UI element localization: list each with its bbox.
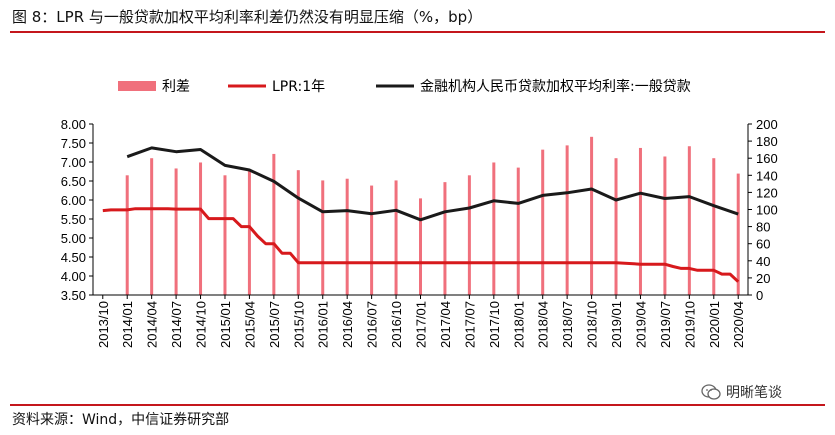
spread-bar [419,198,422,295]
x-tick-label: 2020/04 [731,301,746,348]
spread-bar [541,149,545,295]
legend-loan-rate-label: 金融机构人民币贷款加权平均利率:一般贷款 [420,78,691,95]
spread-bar [565,145,569,295]
x-tick-label: 2019/04 [633,301,648,348]
spread-bar [247,171,251,295]
spread-bar [223,175,227,295]
x-tick-label: 2015/04 [242,301,257,348]
source-rule [10,404,825,406]
right-tick-label: 20 [756,271,770,286]
x-tick-label: 2018/10 [585,301,600,348]
x-tick-label: 2013/10 [96,301,111,348]
spread-bar [638,147,642,295]
x-tick-label: 2017/07 [462,301,477,348]
lpr-spread-chart: 利差 LPR:1年 金融机构人民币贷款加权平均利率:一般贷款 3.50 4.00 4.5… [61,78,778,348]
x-tick-label: 2017/01 [414,301,429,348]
right-tick-label: 140 [756,168,778,183]
left-tick-label: 7.50 [61,136,86,151]
spread-bar [712,158,716,295]
x-tick-label: 2016/07 [365,301,380,348]
watermark-text: 明晰笔谈 [726,385,782,401]
x-tick-label: 2019/01 [609,301,624,348]
spread-bar [296,170,300,295]
lpr-1y-line [102,207,740,283]
right-tick-label: 0 [756,288,763,303]
spread-bar [736,173,740,295]
right-tick-label: 120 [756,185,778,200]
spread-bar [125,175,129,295]
legend-spread-swatch [118,81,156,91]
left-tick-label: 4.00 [61,269,86,284]
spread-bar [663,156,667,295]
series-lines [102,146,740,283]
spread-bar [174,168,178,295]
x-tick-label: 2016/01 [316,301,331,348]
x-tick-label: 2020/01 [707,301,722,348]
legend-lpr-label: LPR:1年 [272,79,325,95]
wechat-icon [701,384,721,400]
right-tick-label: 60 [756,237,770,252]
right-tick-label: 180 [756,134,778,149]
left-tick-label: 6.50 [61,174,86,189]
left-tick-label: 8.00 [61,117,86,132]
title-rule [10,31,825,33]
x-tick-label: 2016/04 [340,301,355,348]
x-tick-label: 2015/07 [267,301,282,348]
x-tick-label: 2019/10 [682,301,697,348]
spread-bar [370,185,374,295]
left-tick-label: 3.50 [61,288,86,303]
x-tick-label: 2017/10 [487,301,502,348]
legend-spread-label: 利差 [162,79,190,95]
x-tick-label: 2015/01 [218,301,233,348]
left-tick-label: 4.50 [61,250,86,265]
spread-bar [345,178,349,295]
spread-bar [321,180,325,295]
loan-rate-line [126,146,739,222]
axes: 3.50 4.00 4.50 5.00 5.50 6.00 6.50 7.00 7.50 8.00… [61,117,778,348]
x-tick-label: 2017/04 [438,301,453,348]
spread-bar [150,158,154,295]
right-tick-label: 40 [756,254,770,269]
spread-bar [467,175,471,295]
x-tick-label: 2018/01 [511,301,526,348]
x-tick-label: 2018/04 [536,301,551,348]
x-tick-label: 2019/07 [658,301,673,348]
spread-bar [516,167,520,295]
left-tick-label: 5.50 [61,212,86,227]
x-tick-label: 2014/07 [169,301,184,348]
left-tick-label: 5.00 [61,231,86,246]
figure-title: 图 8：LPR 与一般贷款加权平均利率利差仍然没有明显压缩（%，bp） [12,8,483,26]
right-tick-label: 160 [756,151,778,166]
watermark: 明晰笔谈 [700,381,782,403]
left-tick-label: 7.00 [61,155,86,170]
spread-bar [272,153,276,295]
spread-bar [492,162,496,295]
x-tick-label: 2016/10 [389,301,404,348]
x-tick-label: 2014/01 [120,301,135,348]
x-tick-label: 2018/07 [560,301,575,348]
spread-bars [125,136,740,295]
x-tick-label: 2015/10 [291,301,306,348]
x-tick-label: 2014/04 [145,301,160,348]
right-tick-label: 200 [756,117,778,132]
spread-bar [199,162,203,295]
spread-bar [614,158,618,295]
spread-bar [687,146,691,295]
x-tick-label: 2014/10 [194,301,209,348]
spread-bar [443,182,447,295]
right-tick-label: 80 [756,220,770,235]
left-tick-label: 6.00 [61,193,86,208]
legend: 利差 LPR:1年 金融机构人民币贷款加权平均利率:一般贷款 [118,78,691,95]
source-note: 资料来源：Wind，中信证券研究部 [12,412,230,428]
spread-bar [590,136,594,295]
spread-bar [394,180,398,295]
right-tick-label: 100 [756,203,778,218]
